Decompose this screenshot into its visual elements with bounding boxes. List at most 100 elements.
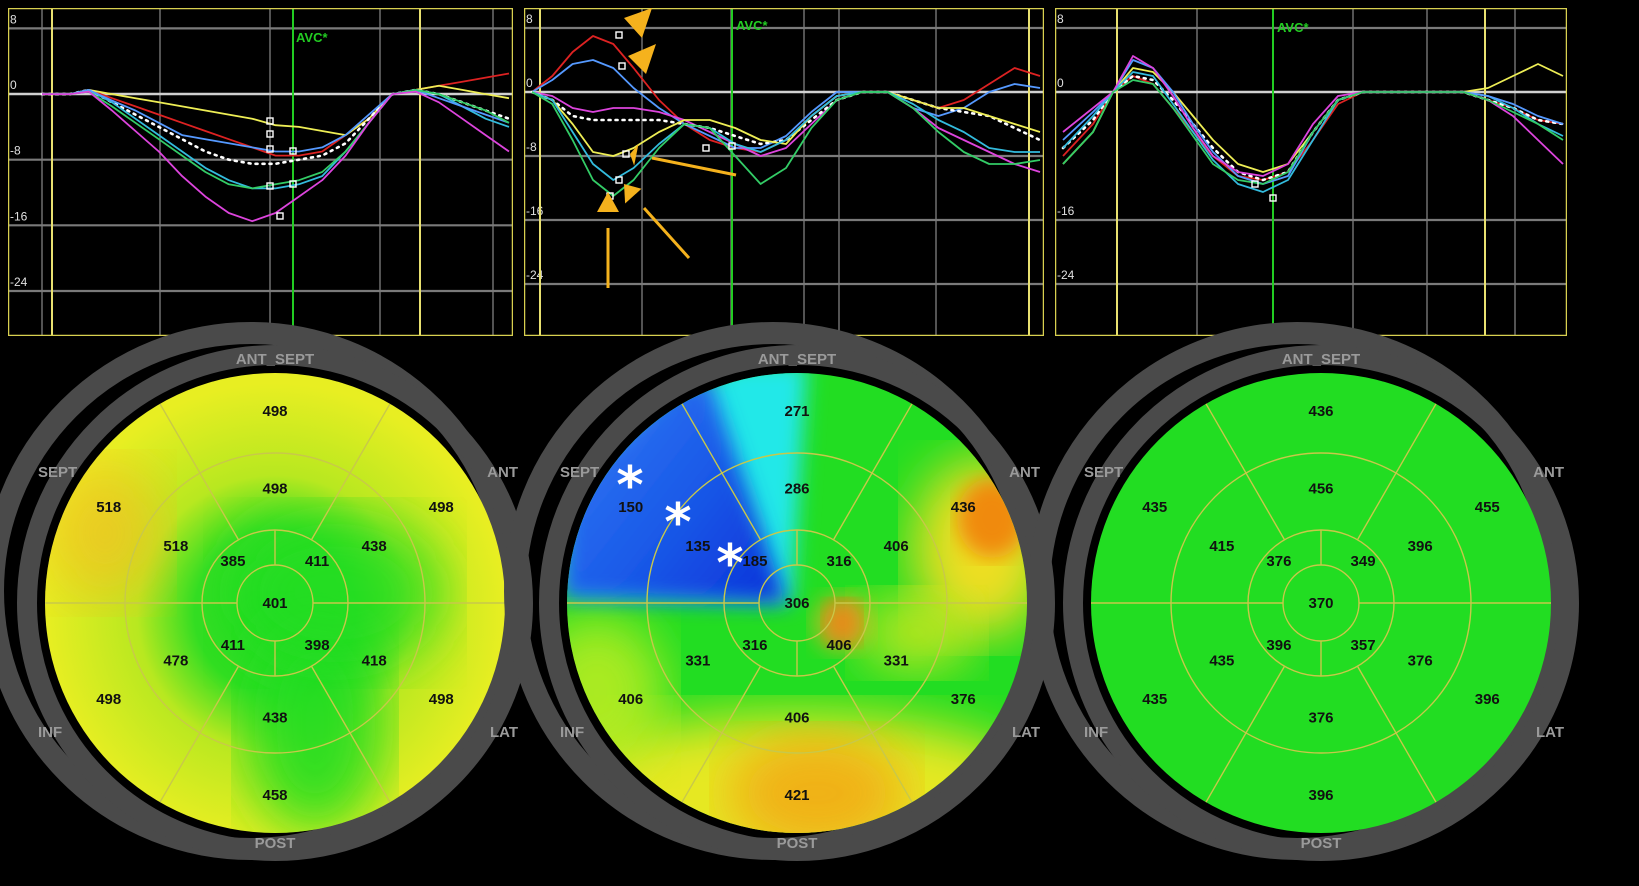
basal-segment-value: 498	[429, 691, 454, 708]
bullseye-right-svg: 436 455 396 396 435 435 456 396 376 376 435 415 349 3…	[1028, 322, 1579, 861]
apical-segment-value: 396	[1266, 637, 1291, 654]
avc-label: AVC*	[1277, 20, 1309, 35]
mid-segment-value: 331	[685, 652, 710, 669]
bullseye-outer-ring	[1063, 345, 1579, 861]
avc-label: AVC*	[736, 18, 768, 33]
apical-segment-value: 376	[1266, 553, 1291, 570]
strain-curve	[42, 90, 510, 223]
basal-segment-value: 150	[618, 499, 643, 516]
wall-label-inf: INF	[560, 724, 584, 741]
wall-label-post: POST	[255, 835, 296, 852]
mid-segment-value: 418	[362, 652, 387, 669]
basal-segment-value: 421	[784, 787, 809, 804]
peak-marker	[276, 212, 284, 220]
wall-label-ant-sept: ANT_SEPT	[1282, 351, 1360, 368]
strain-plot-left-svg: 8 0 -8 -16 -24 AVC*	[8, 8, 513, 336]
strain-curve	[40, 88, 511, 166]
asterisk-marker: *	[616, 456, 643, 516]
mid-segment-value: 376	[1308, 710, 1333, 727]
apical-segment-value: 357	[1351, 637, 1376, 654]
y-tick-label: 0	[10, 78, 17, 92]
basal-segment-value: 498	[429, 499, 454, 516]
strain-curve	[42, 89, 510, 190]
strain-curve	[531, 91, 1041, 197]
avc-label: AVC*	[296, 30, 328, 45]
y-tick-label: 0	[526, 76, 533, 90]
y-tick-label: 8	[526, 12, 533, 26]
peak-marker	[622, 150, 630, 158]
basal-segment-value: 435	[1142, 499, 1167, 516]
basal-segment-value: 458	[262, 787, 287, 804]
wall-label-inf: INF	[1084, 724, 1108, 741]
wall-label-ant: ANT	[1533, 464, 1564, 481]
peak-marker	[266, 117, 274, 125]
y-tick-label: -16	[526, 204, 544, 218]
bullseye-left-svg: 498 498 498 458 498 518 498 438 418 438 478 518 411 3…	[0, 322, 533, 861]
peak-marker	[618, 62, 626, 70]
strain-curve	[42, 89, 510, 153]
y-tick-label: -8	[10, 144, 21, 158]
apical-segment-value: 316	[827, 553, 852, 570]
wall-label-post: POST	[777, 835, 818, 852]
peak-marker	[728, 142, 736, 150]
peak-marker	[1251, 180, 1259, 188]
y-tick-label: 8	[10, 12, 17, 26]
y-tick-label: -24	[526, 268, 544, 282]
mid-segment-value: 438	[262, 710, 287, 727]
basal-segment-value: 376	[951, 691, 976, 708]
peak-marker	[266, 145, 274, 153]
mid-segment-value: 286	[784, 481, 809, 498]
apical-segment-value: 349	[1351, 553, 1376, 570]
apex-segment-value: 401	[262, 595, 287, 612]
bullseye-segment-lines	[1091, 403, 1551, 803]
wall-label-lat: LAT	[1536, 724, 1564, 741]
mid-segment-value: 396	[1408, 538, 1433, 555]
strain-plot-left: 8 0 -8 -16 -24 AVC*	[8, 8, 513, 336]
peak-marker	[266, 182, 274, 190]
basal-segment-value: 518	[96, 499, 121, 516]
basal-segment-value: 396	[1308, 787, 1333, 804]
y-tick-label: -24	[1057, 268, 1075, 282]
wall-label-sept: SEPT	[1084, 464, 1123, 481]
strain-curve	[42, 84, 510, 136]
apical-segment-value: 385	[220, 553, 245, 570]
arrow-cyan-trough	[624, 184, 691, 260]
asterisk-marker: *	[716, 534, 743, 594]
strain-plot-middle-svg: 8 0 -8 -16 -24 AVC*	[524, 8, 1044, 336]
wall-label-lat: LAT	[1012, 724, 1040, 741]
mid-segment-value: 518	[163, 538, 188, 555]
peak-marker	[702, 144, 710, 152]
strain-curve	[1062, 79, 1564, 185]
strain-curve	[1062, 63, 1564, 173]
mid-segment-value: 415	[1209, 538, 1234, 555]
mid-segment-value: 406	[784, 710, 809, 727]
wall-label-inf: INF	[38, 724, 62, 741]
peak-marker	[289, 180, 297, 188]
bullseye-right: 436 455 396 396 435 435 456 396 376 376 435 415 349 3…	[1028, 322, 1579, 886]
wall-label-sept: SEPT	[38, 464, 77, 481]
mid-segment-value: 135	[685, 538, 710, 555]
arrowhead-red-peak	[624, 8, 652, 38]
asterisk-marker: *	[664, 493, 691, 553]
wall-label-ant-sept: ANT_SEPT	[758, 351, 836, 368]
basal-segment-value: 271	[784, 403, 809, 420]
basal-segment-value: 498	[96, 691, 121, 708]
strain-curve	[531, 91, 1040, 181]
y-tick-label: -16	[1057, 204, 1075, 218]
wall-label-sept: SEPT	[560, 464, 599, 481]
mid-segment-value: 456	[1308, 481, 1333, 498]
apical-segment-value: 411	[305, 553, 329, 570]
strain-curve	[531, 91, 1041, 157]
arrow-green-trough	[597, 192, 619, 288]
wall-label-ant: ANT	[1009, 464, 1040, 481]
strain-curve	[531, 91, 1041, 173]
peak-marker	[289, 147, 297, 155]
bullseye-left: 498 498 498 458 498 518 498 438 418 438 478 518 411 3…	[0, 322, 533, 886]
mid-segment-value: 376	[1408, 652, 1433, 669]
apex-segment-value: 306	[784, 595, 809, 612]
bullseye-segment-lines	[567, 403, 1027, 803]
strain-plot-middle: 8 0 -8 -16 -24 AVC*	[524, 8, 1044, 336]
strain-plot-right-svg: 8 0 -16 -24 AVC*	[1055, 8, 1567, 336]
mid-segment-value: 435	[1209, 652, 1234, 669]
